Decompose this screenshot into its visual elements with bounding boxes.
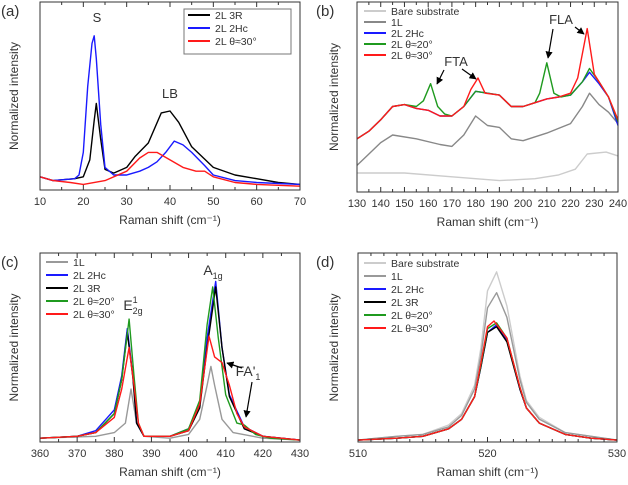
series-line-2L-30- xyxy=(39,335,301,441)
legend-entry: 1L xyxy=(391,271,403,283)
annotation-arrow xyxy=(243,381,253,418)
series-line-2L-2Hc xyxy=(357,324,618,441)
legend-entry: 2L θ≈30° xyxy=(215,36,257,48)
x-tick-label: 10 xyxy=(34,196,46,208)
series-line-2L-2Hc xyxy=(39,35,301,186)
legend-entry: Bare substrate xyxy=(391,258,459,270)
series-line-2L-20- xyxy=(357,322,618,441)
x-tick-label: 30 xyxy=(121,196,133,208)
x-tick-label: 20 xyxy=(77,196,89,208)
series-line-Bare-substrate xyxy=(357,151,619,182)
peak-annotation: E1 2g xyxy=(123,295,142,316)
legend-entry: 2L θ≈30° xyxy=(391,50,433,62)
legend-entry: 2L 3R xyxy=(391,297,419,309)
x-tick-label: 420 xyxy=(254,448,272,460)
legend-entry: 2L θ≈20° xyxy=(73,296,115,308)
x-tick-label: 380 xyxy=(105,448,123,460)
legend-entry: Bare substrate xyxy=(391,6,459,18)
x-axis-label: Raman shift (cm⁻¹) xyxy=(437,215,539,229)
series-line-2L-20- xyxy=(39,286,301,441)
annotation-arrow xyxy=(461,68,477,80)
legend-entry: 2L θ≈30° xyxy=(73,309,115,321)
panel-d: 510 520 530 Raman shift (cm⁻¹) Normalized in… xyxy=(316,252,626,479)
annotation-arrow xyxy=(436,69,445,85)
x-tick-label: 530 xyxy=(608,448,626,460)
peak-annotation: FA'1 xyxy=(236,363,261,382)
x-tick-label: 370 xyxy=(68,448,86,460)
x-tick-label: 130 xyxy=(348,198,366,210)
x-tick-label: 140 xyxy=(372,198,390,210)
series-line-2L-30- xyxy=(356,27,619,140)
panel-label: (d) xyxy=(316,254,334,271)
x-tick-label: 220 xyxy=(561,198,579,210)
panel-a: 10 20 30 40 50 60 70 Raman shift (cm⁻¹) Normaliz… xyxy=(1,1,306,227)
annotation-arrow xyxy=(574,26,585,35)
x-tick-label: 200 xyxy=(514,198,532,210)
series-line-2L-30- xyxy=(39,151,301,187)
series-line-2L-3R xyxy=(39,102,301,186)
panel-label: (c) xyxy=(1,254,19,271)
peak-annotation: FLA xyxy=(549,12,573,27)
x-tick-label: 510 xyxy=(349,448,367,460)
x-tick-label: 520 xyxy=(478,448,496,460)
x-tick-label: 360 xyxy=(31,448,49,460)
y-axis-label: Normalized intensity xyxy=(7,293,21,401)
x-tick-label: 190 xyxy=(490,198,508,210)
x-tick-label: 240 xyxy=(609,198,627,210)
peak-annotation: A1g xyxy=(203,262,222,281)
annotation-arrow xyxy=(226,361,243,369)
peak-annotation: LB xyxy=(162,86,178,101)
legend-box xyxy=(183,8,292,55)
x-tick-label: 230 xyxy=(585,198,603,210)
legend-entry: 2L 2Hc xyxy=(215,23,248,35)
series-line-1L xyxy=(39,365,301,441)
legend-entry: 2L 3R xyxy=(73,283,101,295)
y-axis-label: Normalized intensity xyxy=(327,43,341,151)
x-tick-label: 390 xyxy=(142,448,160,460)
x-tick-label: 150 xyxy=(395,198,413,210)
series-line-2L-30- xyxy=(357,320,618,441)
legend-entry: 2L θ≈20° xyxy=(391,310,433,322)
x-axis-label: Raman shift (cm⁻¹) xyxy=(119,213,221,227)
series-line-Bare-substrate xyxy=(357,271,618,441)
legend-entry: 2L 2Hc xyxy=(391,28,424,40)
legend-entry: 1L xyxy=(391,17,403,29)
x-tick-label: 60 xyxy=(251,196,263,208)
peak-annotation: S xyxy=(93,10,102,25)
series-line-1L xyxy=(357,292,618,441)
annotation-arrow xyxy=(545,28,554,59)
legend-entry: 2L θ≈20° xyxy=(391,39,433,51)
peak-annotation: FTA xyxy=(444,54,468,69)
series-line-1L xyxy=(356,92,619,166)
x-tick-label: 410 xyxy=(217,448,235,460)
legend-entry: 2L θ≈30° xyxy=(391,323,433,335)
y-axis-label: Normalized intensity xyxy=(327,293,341,401)
legend-entry: 2L 2Hc xyxy=(391,284,424,296)
x-tick-label: 170 xyxy=(443,198,461,210)
panel-label: (a) xyxy=(1,3,19,20)
panel-b: 130 140 150 160 170 180 190 200 210 220 230 240 Rama… xyxy=(316,1,627,229)
x-tick-label: 210 xyxy=(538,198,556,210)
x-tick-label: 160 xyxy=(419,198,437,210)
legend-entry: 2L 3R xyxy=(215,10,243,22)
x-tick-label: 400 xyxy=(179,448,197,460)
x-tick-label: 70 xyxy=(294,196,306,208)
x-tick-label: 180 xyxy=(466,198,484,210)
x-axis-label: Raman shift (cm⁻¹) xyxy=(119,465,221,479)
panel-c: 360 370 380 390 400 410 420 430 Raman shift (cm⁻… xyxy=(1,252,309,479)
x-tick-label: 40 xyxy=(164,196,176,208)
legend-entry: 1L xyxy=(73,257,85,269)
x-tick-label: 50 xyxy=(207,196,219,208)
legend-entry: 2L 2Hc xyxy=(73,270,106,282)
panel-label: (b) xyxy=(316,3,334,20)
y-axis-label: Normalized intensity xyxy=(7,42,21,150)
x-tick-label: 430 xyxy=(291,448,309,460)
series-line-2L-3R xyxy=(357,326,618,441)
x-axis-label: Raman shift (cm⁻¹) xyxy=(437,465,539,479)
